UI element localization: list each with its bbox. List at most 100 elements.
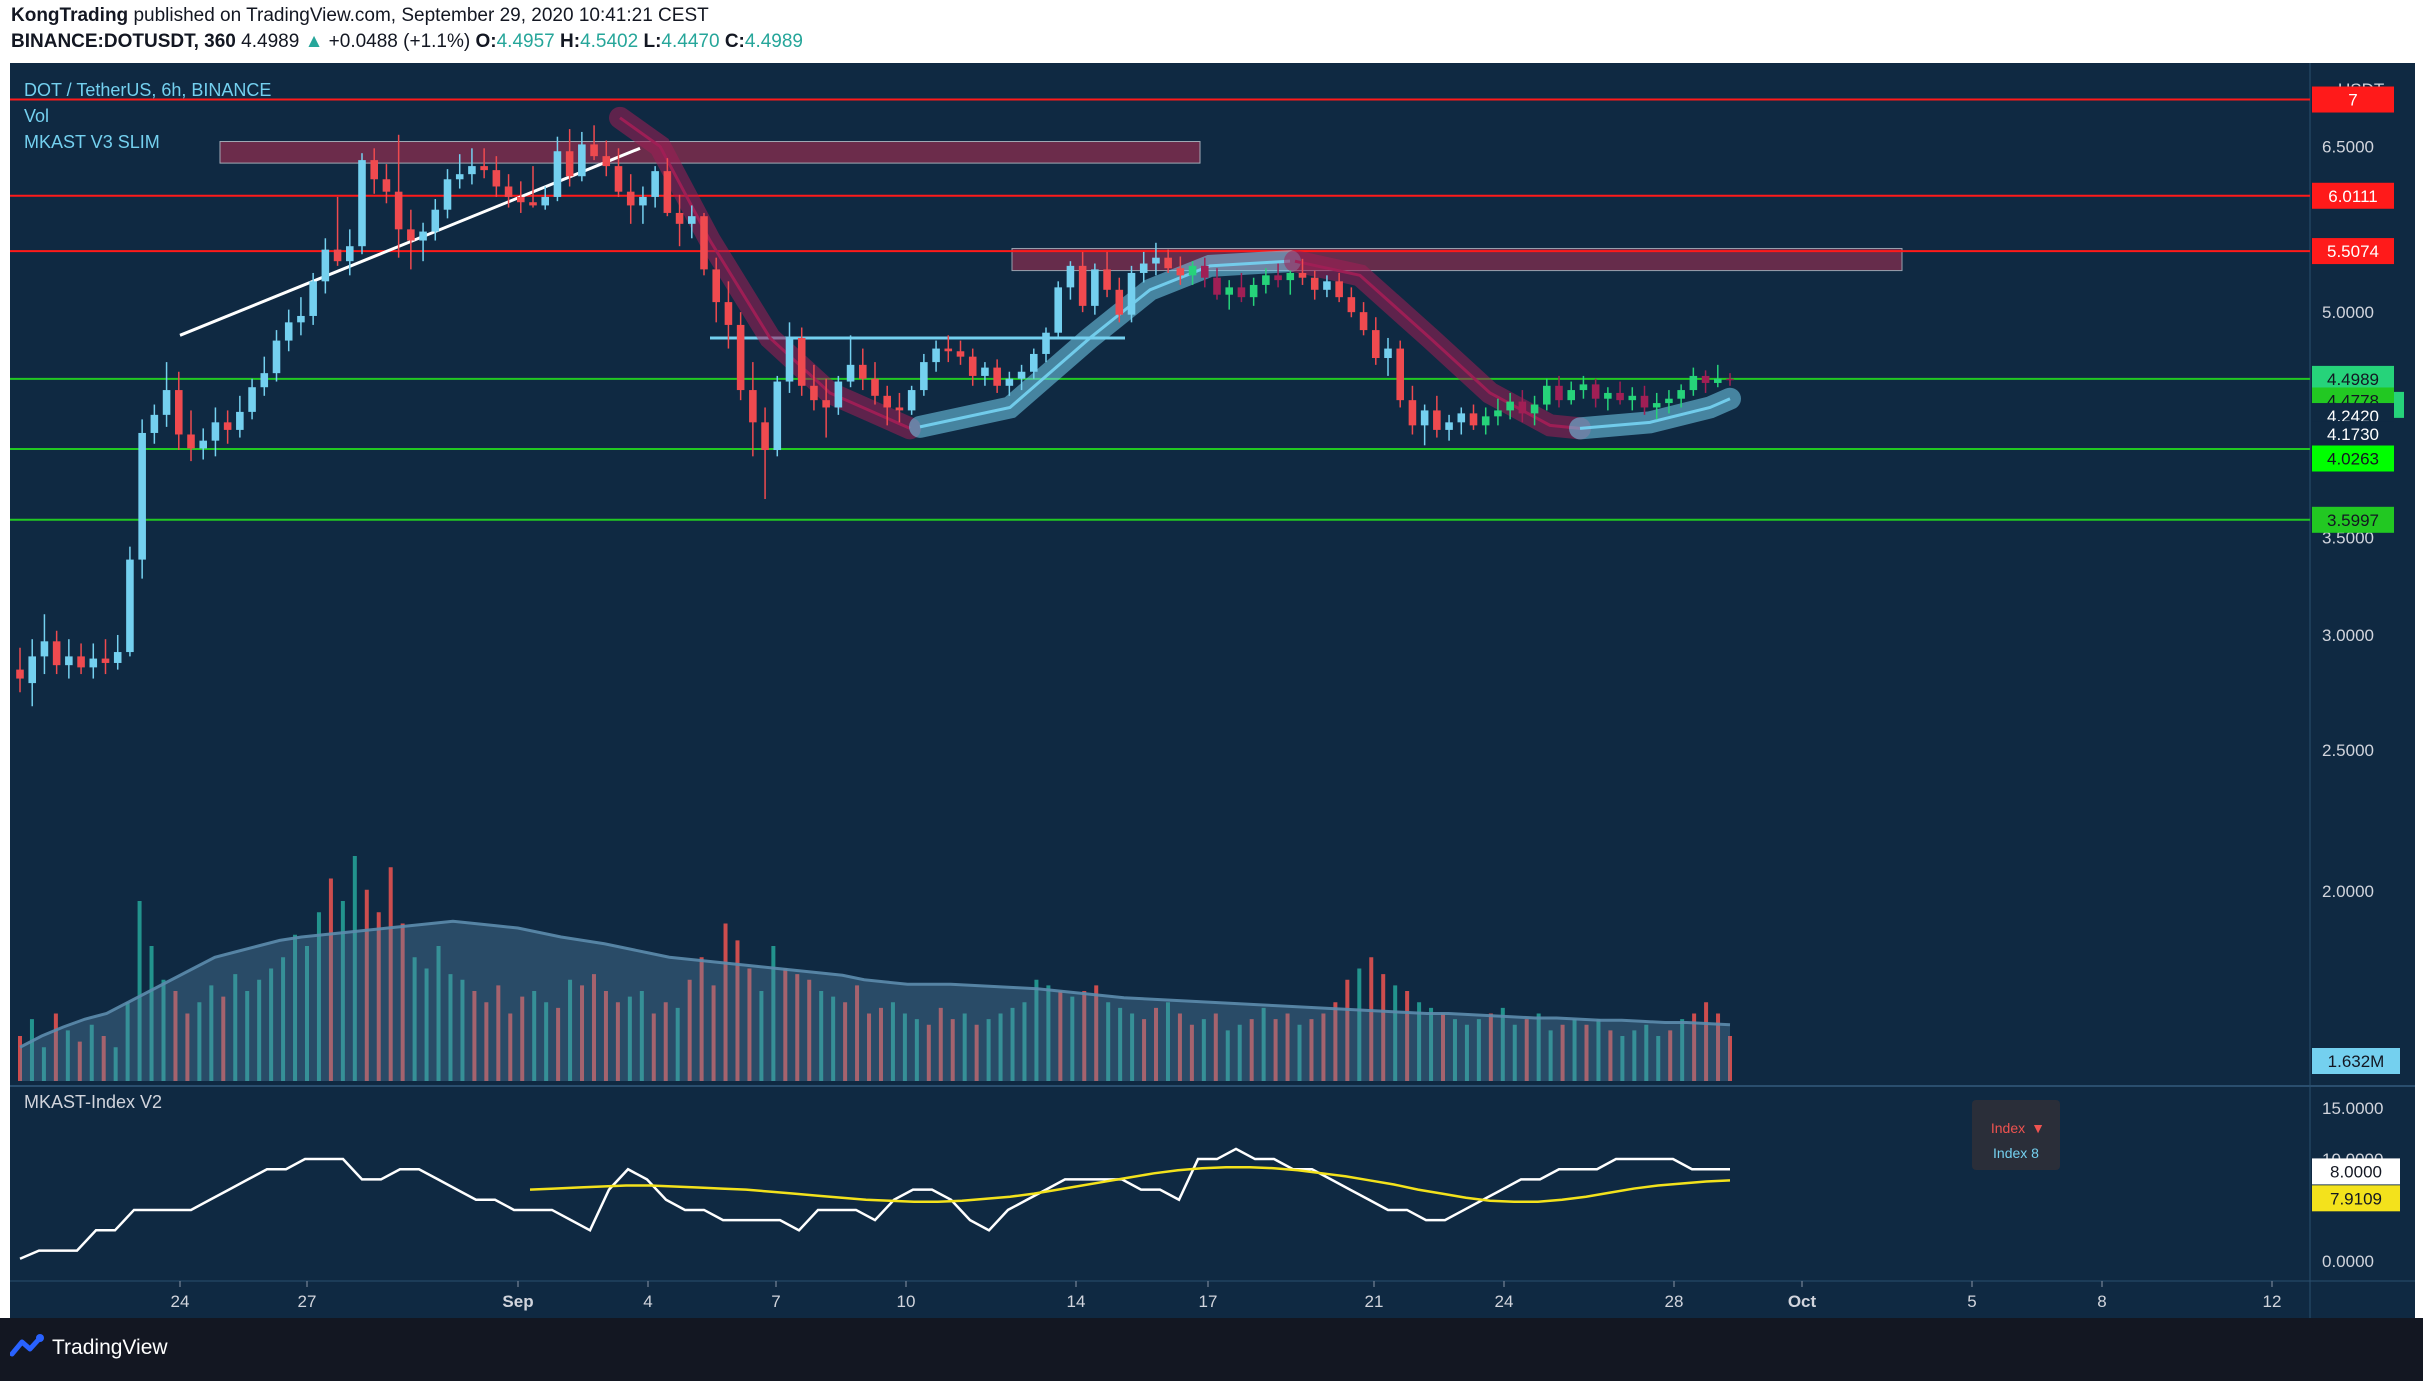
symbol-label: BINANCE:DOTUSDT, 360 xyxy=(11,31,236,52)
candle-body xyxy=(77,656,85,668)
volume-bar xyxy=(77,1041,82,1081)
x-tick-label: 28 xyxy=(1665,1292,1684,1311)
candle-body xyxy=(333,249,342,262)
candle-body xyxy=(675,212,684,224)
volume-bar xyxy=(520,996,525,1081)
volume-bar xyxy=(795,974,800,1081)
level-tag-5-5074-bg xyxy=(2312,238,2394,265)
candle-body xyxy=(1298,272,1307,278)
candle-body xyxy=(1152,257,1160,264)
volume-bar xyxy=(1393,985,1398,1081)
level-tag-4-1730: 4.1730 xyxy=(2327,425,2379,444)
volume-bar xyxy=(615,1002,620,1081)
candle-body xyxy=(1567,390,1576,401)
volume-bar xyxy=(281,957,286,1081)
chart-frame: 6.50005.00003.50003.00002.50002.0000USDT… xyxy=(10,63,2415,1363)
volume-tag-label: 1.632M xyxy=(2328,1052,2385,1071)
candle-body xyxy=(956,351,965,357)
candle-body xyxy=(52,641,61,666)
low-value: 4.4470 xyxy=(661,31,720,52)
candle-body xyxy=(1640,395,1649,408)
candle-body xyxy=(602,156,611,167)
volume-bar xyxy=(1369,957,1374,1081)
candle-body xyxy=(1005,378,1014,386)
chart-svg[interactable]: 6.50005.00003.50003.00002.50002.0000USDT… xyxy=(10,63,2415,1318)
candle-body xyxy=(761,422,769,451)
volume-bar xyxy=(998,1013,1003,1081)
candle-body xyxy=(749,390,757,423)
volume-bar xyxy=(508,1013,513,1081)
candle-body xyxy=(895,407,904,411)
volume-bar xyxy=(819,991,824,1081)
volume-bar xyxy=(18,1036,22,1081)
level-tag-7-bg xyxy=(2312,86,2394,113)
candle-body xyxy=(1433,410,1441,430)
author-name[interactable]: KongTrading xyxy=(11,5,129,26)
candle-body xyxy=(1518,401,1527,414)
candle-body xyxy=(65,656,73,666)
footer-brand[interactable]: TradingView xyxy=(52,1336,168,1359)
volume-bar xyxy=(1452,1019,1457,1081)
candle-body xyxy=(1701,375,1710,383)
candle-body xyxy=(16,669,24,679)
candle-body xyxy=(113,652,122,663)
candle-body xyxy=(1249,284,1258,298)
index-tag-signal: 7.9109 xyxy=(2330,1189,2382,1208)
volume-bar xyxy=(914,1019,919,1081)
index-info-box xyxy=(1972,1100,2060,1170)
x-tick-label: 10 xyxy=(897,1292,916,1311)
volume-bar xyxy=(1297,1024,1302,1081)
volume-bar xyxy=(1201,1019,1206,1081)
volume-bar xyxy=(807,979,812,1081)
volume-bar xyxy=(699,957,704,1081)
candle-body xyxy=(1396,348,1405,401)
volume-bar xyxy=(1237,1024,1242,1081)
candle-body xyxy=(1127,272,1136,315)
candle-body xyxy=(1225,287,1234,295)
volume-bar xyxy=(1560,1024,1565,1081)
candle-body xyxy=(1689,375,1698,391)
volume-bar xyxy=(1118,1007,1123,1081)
candle-body xyxy=(260,373,269,388)
x-tick-label: 5 xyxy=(1967,1292,1976,1311)
level-tag-3-5997-bg xyxy=(2312,506,2394,533)
candle-body xyxy=(1591,384,1600,399)
volume-bar xyxy=(1381,974,1386,1081)
candle-body xyxy=(101,658,110,663)
candle-body xyxy=(968,356,977,376)
candle-body xyxy=(1310,277,1319,290)
volume-bar xyxy=(245,991,250,1081)
volume-bar xyxy=(1130,1013,1135,1081)
volume-bar xyxy=(412,957,417,1081)
volume-bar xyxy=(125,1002,130,1081)
volume-bar xyxy=(831,996,836,1081)
volume-bar xyxy=(1584,1024,1589,1081)
volume-bar xyxy=(1070,996,1075,1081)
candle-body xyxy=(810,385,818,401)
candle-body xyxy=(626,191,635,206)
footer-bar: TradingView xyxy=(0,1318,2423,1381)
volume-bar xyxy=(1321,1013,1326,1081)
volume-bar xyxy=(938,1007,943,1081)
candle-body xyxy=(1494,410,1502,417)
volume-bar xyxy=(293,934,298,1081)
volume-bar xyxy=(855,985,860,1081)
volume-bar xyxy=(173,991,178,1081)
candle-body xyxy=(272,340,281,374)
volume-bar xyxy=(1512,1024,1517,1081)
volume-bar xyxy=(388,867,393,1081)
candle-body xyxy=(1677,390,1685,399)
price-axis-panel xyxy=(2310,63,2415,1318)
volume-bar xyxy=(1273,1019,1278,1081)
volume-bar xyxy=(304,946,309,1081)
price-tick-label: 3.0000 xyxy=(2322,626,2374,645)
volume-bar xyxy=(580,985,585,1081)
volume-bar xyxy=(1728,1036,1732,1081)
x-tick-label: 8 xyxy=(2097,1292,2106,1311)
candle-body xyxy=(187,434,195,449)
candle-body xyxy=(553,151,562,197)
candle-body xyxy=(468,166,476,175)
volume-bar xyxy=(113,1047,118,1081)
volume-bar xyxy=(352,856,357,1081)
candle-body xyxy=(1652,403,1661,408)
